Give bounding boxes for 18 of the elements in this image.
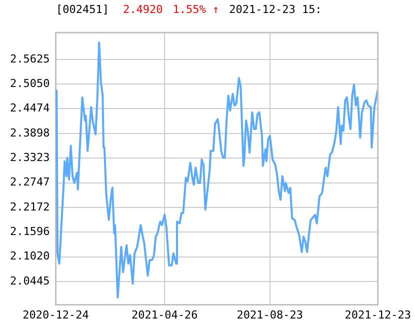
chart-title: [002451] [56, 3, 109, 16]
y-tick-label: 2.3898 [10, 126, 50, 140]
y-tick-label: 2.5050 [10, 76, 50, 90]
y-tick-label: 2.2747 [10, 176, 50, 189]
text: 2021-12-23 15: [229, 3, 322, 16]
y-tick-label: 2.5625 [10, 52, 50, 66]
text: 1.55% ↑ [172, 3, 220, 16]
y-tick-label: 2.2172 [10, 200, 50, 214]
y-tick-label: 2.1596 [10, 224, 50, 238]
x-tick-label: 2020-12-24 [22, 308, 90, 322]
y-tick-label: 2.4474 [10, 102, 50, 115]
y-tick-label: 2.1020 [10, 250, 50, 263]
x-tick-label: 2021-08-23 [236, 308, 304, 322]
x-tick-label: 2021-12-23 [344, 308, 412, 322]
text: 2.4920 [122, 3, 163, 16]
y-tick-label: 2.0445 [10, 274, 50, 288]
x-tick-label: 2021-04-26 [131, 308, 198, 322]
y-tick-label: 2.3323 [10, 150, 50, 164]
